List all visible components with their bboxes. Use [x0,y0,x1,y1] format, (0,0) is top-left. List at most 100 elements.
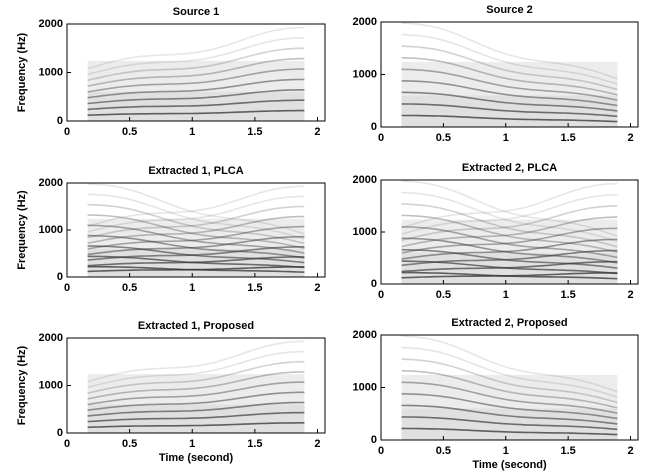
harmonic [87,225,305,250]
x-tick-label: 0.5 [436,289,451,301]
harmonic [87,255,305,269]
harmonic [401,404,618,425]
x-tick-label: 0 [378,445,384,457]
harmonic [401,416,618,431]
x-tick-label: 1.5 [247,438,262,450]
x-tick-label: 0 [378,132,384,144]
harmonic [87,193,305,240]
harmonic [87,265,305,273]
harmonic [401,45,618,91]
x-tick-label: 2 [627,132,633,144]
harmonic [87,245,305,264]
x-tick-label: 0.5 [436,445,451,457]
x-tick-label: 0 [64,282,70,294]
y-tick-label: 1000 [39,66,63,78]
x-axis-label: Time (second) [472,459,547,471]
x-tick-label: 1.5 [560,132,575,144]
x-tick-label: 1 [189,438,195,450]
harmonic [87,360,305,394]
x-tick-label: 0 [64,126,70,138]
x-tick-label: 0.5 [436,132,451,144]
harmonic [87,371,305,400]
harmonic [401,271,618,280]
x-tick-label: 1.5 [247,126,262,138]
harmonic [87,26,305,70]
harmonic [401,237,618,264]
y-axis-label: Frequency (Hz) [16,190,28,270]
y-tick-label: 2000 [39,332,63,344]
panel: 0 0.5 1 1.5 2 0 1000 2000 Extracted 2, PLCA [353,162,639,301]
harmonic [87,47,305,82]
x-axis-label: Time (second) [159,452,234,464]
harmonic [87,234,305,259]
x-tick-label: 2 [314,438,320,450]
harmonic [87,224,305,254]
harmonic [87,185,305,227]
harmonic [401,358,618,404]
harmonic [87,109,305,116]
y-tick-label: 2000 [353,329,377,341]
harmonic [87,381,305,406]
panel: 0 0.5 1 1.5 2 0 1000 2000 Source 2 [353,4,639,144]
harmonic [401,33,618,85]
y-tick-label: 1000 [39,224,63,236]
harmonic [87,214,305,249]
y-tick-label: 0 [57,427,63,439]
panel-title: Extracted 2, Proposed [451,317,567,329]
harmonic [401,182,618,229]
y-tick-label: 2000 [353,16,377,28]
x-tick-label: 2 [627,289,633,301]
y-tick-label: 2000 [39,177,63,189]
panel-title: Extracted 1, PLCA [148,165,243,177]
panel-title: Source 1 [173,6,219,18]
x-tick-label: 1 [503,132,509,144]
harmonic [401,238,618,260]
x-tick-label: 2 [314,282,320,294]
panel: 0 0.5 1 1.5 2 0 1000 2000 Source 1 Frequency (Hz) [16,6,326,138]
x-tick-label: 2 [314,126,320,138]
x-tick-label: 1.5 [247,282,262,294]
harmonic [87,99,305,111]
panel-title: Source 2 [486,4,532,16]
harmonic [401,80,618,107]
harmonic [401,22,618,80]
x-tick-label: 0.5 [122,282,137,294]
harmonic [401,381,618,414]
harmonic [401,393,618,420]
panel-title: Extracted 1, Proposed [138,320,254,332]
harmonic [401,260,618,275]
harmonic [401,369,618,409]
harmonic [401,56,618,96]
harmonic [401,103,618,118]
harmonic [401,91,618,112]
harmonic [87,235,305,256]
harmonic [401,226,618,259]
harmonic [401,216,618,248]
harmonic [87,350,305,389]
x-tick-label: 0 [64,438,70,450]
harmonic [87,422,305,429]
y-tick-label: 2000 [39,18,63,30]
harmonic [401,227,618,254]
y-tick-label: 1000 [353,226,377,238]
harmonic [401,214,618,253]
harmonic [87,57,305,87]
harmonic [87,401,305,417]
y-axis-label: Frequency (Hz) [16,345,28,425]
harmonic [401,427,618,436]
harmonic [401,68,618,101]
x-tick-label: 1.5 [560,289,575,301]
y-tick-label: 0 [57,271,63,283]
y-tick-label: 0 [371,434,377,446]
y-tick-label: 1000 [39,379,63,391]
harmonic [401,194,618,235]
harmonic [87,195,305,233]
y-tick-label: 1000 [353,381,377,393]
x-tick-label: 1 [189,282,195,294]
harmonic [401,203,618,248]
harmonic [87,89,305,105]
harmonic [87,78,305,99]
x-tick-label: 1.5 [560,445,575,457]
y-axis-label: Frequency (Hz) [16,32,28,112]
